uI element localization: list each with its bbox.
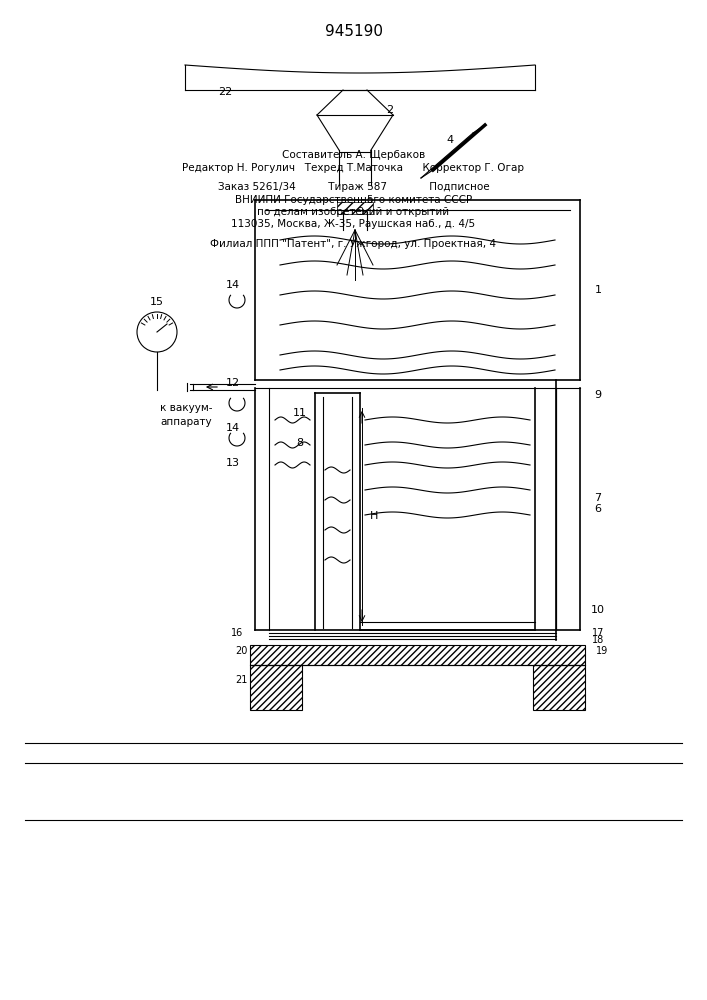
Text: 19: 19 bbox=[596, 646, 608, 656]
Text: Филиал ППП "Патент", г. Ужгород, ул. Проектная, 4: Филиал ППП "Патент", г. Ужгород, ул. Про… bbox=[211, 239, 496, 249]
Text: 15: 15 bbox=[150, 297, 164, 307]
Text: 20: 20 bbox=[235, 646, 247, 656]
Bar bbox=[337, 202, 373, 214]
Text: 9: 9 bbox=[595, 390, 602, 400]
Text: 1: 1 bbox=[595, 285, 602, 295]
Text: 21: 21 bbox=[235, 675, 247, 685]
Text: 10: 10 bbox=[591, 605, 605, 615]
Text: аппарату: аппарату bbox=[160, 417, 211, 427]
Text: 2: 2 bbox=[387, 105, 394, 115]
Text: 6: 6 bbox=[595, 504, 602, 514]
Text: 11: 11 bbox=[293, 408, 307, 418]
Text: 14: 14 bbox=[226, 280, 240, 290]
Bar bbox=[250, 645, 585, 665]
Text: H: H bbox=[370, 511, 378, 521]
Text: Редактор Н. Рогулич   Техред Т.Маточка      Корректор Г. Огар: Редактор Н. Рогулич Техред Т.Маточка Кор… bbox=[182, 163, 525, 173]
Bar bbox=[533, 665, 585, 710]
Text: ВНИИПИ Государственного комитета СССР: ВНИИПИ Государственного комитета СССР bbox=[235, 195, 472, 205]
Text: Составитель А. Щербаков: Составитель А. Щербаков bbox=[282, 150, 425, 160]
Text: 14: 14 bbox=[226, 423, 240, 433]
Bar bbox=[250, 665, 302, 710]
Text: 5: 5 bbox=[366, 195, 372, 205]
Text: 3: 3 bbox=[357, 207, 363, 217]
Text: по делам изобретений и открытий: по делам изобретений и открытий bbox=[257, 207, 450, 217]
Text: 22: 22 bbox=[218, 87, 232, 97]
Text: Заказ 5261/34          Тираж 587             Подписное: Заказ 5261/34 Тираж 587 Подписное bbox=[218, 182, 489, 192]
Text: 18: 18 bbox=[592, 635, 604, 645]
Text: 4: 4 bbox=[446, 135, 454, 145]
Text: 113035, Москва, Ж-35, Раушская наб., д. 4/5: 113035, Москва, Ж-35, Раушская наб., д. … bbox=[231, 219, 476, 229]
Text: 13: 13 bbox=[226, 458, 240, 468]
Text: 945190: 945190 bbox=[325, 24, 382, 39]
Text: 7: 7 bbox=[595, 493, 602, 503]
Text: 12: 12 bbox=[226, 378, 240, 388]
Text: 8: 8 bbox=[296, 438, 303, 448]
Text: 16: 16 bbox=[231, 628, 243, 638]
Text: к вакуум-: к вакуум- bbox=[160, 403, 213, 413]
Text: 17: 17 bbox=[592, 628, 604, 638]
